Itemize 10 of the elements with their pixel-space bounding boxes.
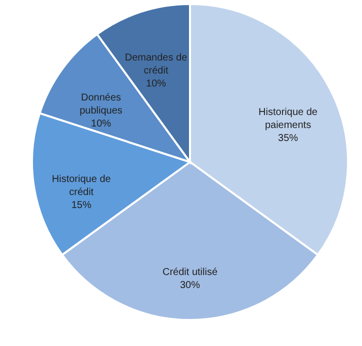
slice-label: Demandes de crédit [124, 52, 188, 76]
slice-label: Historique de crédit [52, 174, 112, 198]
data-label: 15% [71, 200, 92, 212]
data-label: 10% [146, 78, 166, 90]
slice-label: Historique de paiements [258, 107, 318, 132]
slice-label: Crédit utilisé [162, 267, 218, 278]
data-label: 10% [91, 118, 112, 130]
data-label: 35% [278, 133, 298, 144]
data-label: 30% [180, 280, 200, 291]
slice-label: Données publiques [80, 92, 122, 116]
